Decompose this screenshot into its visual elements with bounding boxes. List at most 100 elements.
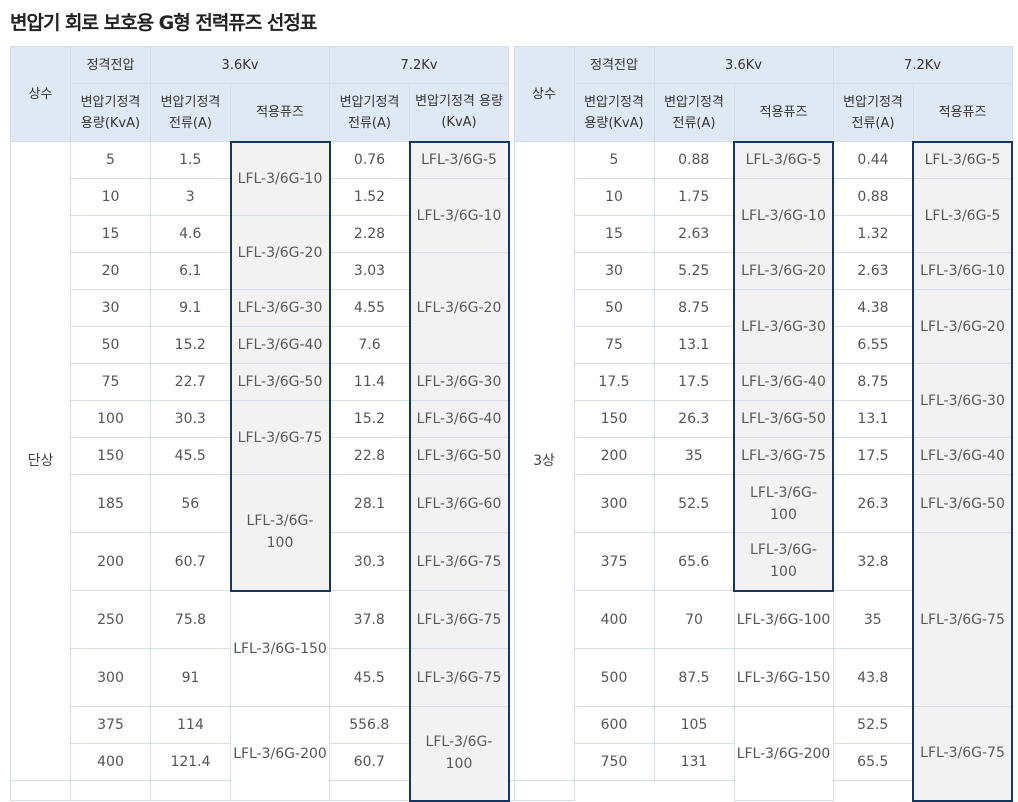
- current-7-2kv-cell: 0.76: [329, 141, 410, 179]
- current-3-6kv-cell: 5.25: [653, 252, 735, 290]
- capacity-cell: 150: [573, 400, 655, 438]
- table-row: 375 114 LFL-3/6G-200 556.8 LFL-3/6G-100 …: [11, 706, 1013, 802]
- fuse-7-2kv-cell: LFL-3/6G-75: [912, 532, 1013, 707]
- current-3-6kv-cell: 4.6: [150, 215, 231, 253]
- current-3-6kv-cell: 114: [150, 706, 231, 744]
- current-3-6kv-cell: 22.7: [150, 363, 231, 401]
- fuse-3-6kv-cell: LFL-3/6G-100: [229, 474, 331, 592]
- fuse-3-6kv-cell: LFL-3/6G-75: [229, 400, 331, 475]
- fuse-7-2kv-cell: LFL-3/6G-100: [408, 706, 510, 802]
- current-3-6kv-cell: 17.5: [653, 363, 735, 401]
- current-7-2kv-cell: 11.4: [329, 363, 410, 401]
- current-3-6kv-cell: 9.1: [150, 289, 231, 327]
- current-7-2kv-cell: 6.55: [832, 326, 914, 364]
- capacity-cell: 300: [70, 648, 151, 707]
- current-3-6kv-cell: 56: [150, 474, 231, 533]
- fuse-3-6kv-cell: LFL-3/6G-40: [733, 363, 834, 401]
- current-7-2kv-cell: 4.38: [832, 289, 914, 327]
- current-3-6kv-cell: 105: [653, 706, 735, 744]
- current-3-6kv-cell: 2.63: [653, 215, 735, 253]
- capacity-cell: 375: [70, 706, 151, 744]
- fuse-7-2kv-cell: LFL-3/6G-20: [408, 252, 510, 364]
- fuse-7-2kv-cell: LFL-3/6G-60: [408, 474, 510, 533]
- header-phase: 상수: [10, 46, 71, 142]
- capacity-cell: 750: [573, 743, 655, 781]
- current-3-6kv-cell: 30.3: [150, 400, 231, 438]
- current-7-2kv-cell: 4.55: [329, 289, 410, 327]
- current-3-6kv-cell: [70, 780, 151, 801]
- current-3-6kv-cell: 35: [653, 437, 735, 475]
- capacity-cell: [10, 780, 71, 801]
- capacity-cell: 500: [573, 648, 655, 707]
- fuse-7-2kv-cell: LFL-3/6G-5: [912, 140, 1013, 179]
- fuse-3-6kv-cell: LFL-3/6G-20: [733, 252, 834, 290]
- capacity-cell: 200: [70, 532, 151, 591]
- capacity-cell: 17.5: [573, 363, 655, 401]
- fuse-3-6kv-cell: LFL-3/6G-50: [733, 400, 834, 438]
- fuse-3-6kv-cell: LFL-3/6G-5: [733, 140, 834, 179]
- current-7-2kv-cell: 1.32: [832, 215, 914, 253]
- table-row: 185 56 LFL-3/6G-100 28.1 LFL-3/6G-60 300…: [11, 474, 1013, 592]
- fuse-7-2kv-cell: LFL-3/6G-10: [408, 178, 510, 253]
- current-3-6kv-cell: 13.1: [653, 326, 735, 364]
- fuse-selection-table: 상수 정격전압 3.6Kv 7.2Kv 상수 정격전압 3.6Kv 7.2Kv …: [10, 46, 1013, 802]
- capacity-cell: 75: [70, 363, 151, 401]
- header-fuse: 적용퓨즈: [230, 83, 330, 142]
- header-fuse: 적용퓨즈: [733, 83, 834, 142]
- current-3-6kv-cell: 65.6: [653, 532, 735, 591]
- capacity-cell: 10: [70, 178, 151, 216]
- header-rated-voltage: 정격전압: [70, 46, 151, 84]
- current-7-2kv-cell: 32.8: [832, 532, 914, 591]
- capacity-cell: 600: [573, 706, 655, 744]
- current-7-2kv-cell: 37.8: [329, 590, 410, 649]
- current-3-6kv-cell: 1.75: [653, 178, 735, 216]
- header-transformer-capacity: 변압기정격 용량(KvA): [409, 83, 509, 142]
- fuse-3-6kv-cell: LFL-3/6G-50: [229, 363, 331, 401]
- fuse-3-6kv-cell: LFL-3/6G-30: [229, 289, 331, 327]
- current-3-6kv-cell: 15.2: [150, 326, 231, 364]
- fuse-7-2kv-cell: LFL-3/6G-40: [408, 400, 510, 438]
- header-transformer-current: 변압기정격 전류(A): [329, 83, 410, 142]
- phase-cell-single: 단상: [10, 141, 71, 781]
- capacity-cell: 300: [573, 474, 655, 533]
- header-3-6kv: 3.6Kv: [150, 46, 330, 84]
- fuse-3-6kv-cell: LFL-3/6G-40: [229, 326, 331, 364]
- current-7-2kv-cell: 45.5: [329, 648, 410, 707]
- current-7-2kv-cell: 2.28: [329, 215, 410, 253]
- fuse-3-6kv-cell: LFL-3/6G-100: [733, 532, 834, 592]
- current-3-6kv-cell: 3: [150, 178, 231, 216]
- current-3-6kv-cell: 1.5: [150, 141, 231, 179]
- current-3-6kv-cell: 52.5: [653, 474, 735, 533]
- current-7-2kv-cell: [150, 780, 231, 801]
- current-3-6kv-cell: 8.75: [653, 289, 735, 327]
- current-7-2kv-cell: 3.03: [329, 252, 410, 290]
- header-transformer-capacity: 변압기정격 용량(KvA): [573, 83, 655, 142]
- current-7-2kv-cell: 8.75: [832, 363, 914, 401]
- capacity-cell: 15: [70, 215, 151, 253]
- header-fuse: 적용퓨즈: [912, 83, 1013, 142]
- current-7-2kv-cell: 0.44: [832, 141, 914, 179]
- fuse-3-6kv-cell: LFL-3/6G-10: [229, 140, 331, 216]
- fuse-7-2kv-cell: LFL-3/6G-75: [408, 532, 510, 591]
- header-7-2kv: 7.2Kv: [329, 46, 509, 84]
- header-transformer-current: 변압기정격 전류(A): [150, 83, 231, 142]
- current-7-2kv-cell: 35: [832, 590, 914, 649]
- current-7-2kv-cell: 65.5: [832, 743, 914, 781]
- fuse-7-2kv-cell: LFL-3/6G-50: [912, 474, 1013, 533]
- current-3-6kv-cell: 45.5: [150, 437, 231, 475]
- fuse-7-2kv-cell: LFL-3/6G-20: [912, 289, 1013, 364]
- fuse-3-6kv-cell: LFL-3/6G-20: [229, 215, 331, 290]
- capacity-cell: 400: [573, 590, 655, 649]
- capacity-cell: 50: [70, 326, 151, 364]
- fuse-3-6kv-cell: LFL-3/6G-10: [733, 178, 834, 253]
- fuse-7-2kv-cell: LFL-3/6G-75: [408, 590, 510, 649]
- fuse-3-6kv-cell: LFL-3/6G-100: [733, 474, 834, 533]
- capacity-cell: 30: [70, 289, 151, 327]
- current-7-2kv-cell: 26.3: [832, 474, 914, 533]
- capacity-cell: [329, 780, 410, 801]
- current-7-2kv-cell: 52.5: [832, 706, 914, 744]
- header-7-2kv: 7.2Kv: [832, 46, 1013, 84]
- header-transformer-current: 변압기정격 전류(A): [653, 83, 735, 142]
- current-7-2kv-cell: 22.8: [329, 437, 410, 475]
- table-row: 400 121.4 60.7 750 131 65.5: [11, 743, 1013, 781]
